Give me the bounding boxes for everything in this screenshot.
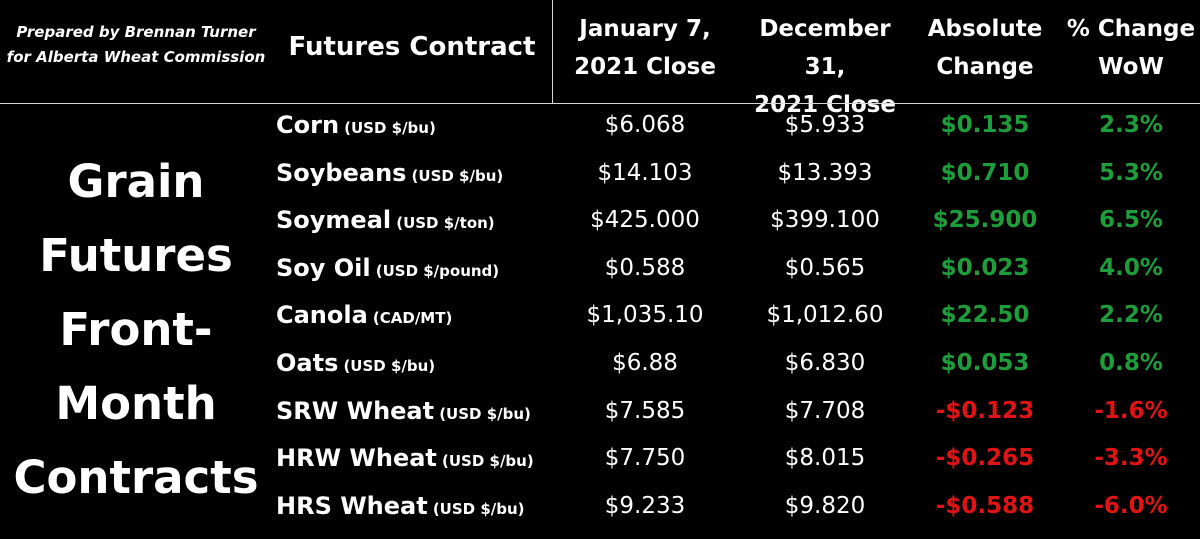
absolute-change-value: $0.710 — [940, 159, 1030, 186]
percent-change-value: 2.2% — [1099, 302, 1163, 329]
table-row: Soymeal (USD $/ton) $425.000 $399.100 $25.9… — [0, 205, 1200, 253]
contract-name-cell: Soymeal (USD $/ton) — [276, 205, 552, 253]
header-jan-line-2: 2021 Close — [574, 54, 716, 80]
contract-name: Soybeans — [276, 158, 407, 187]
credit-line-2: for Alberta Wheat Commission — [6, 48, 266, 66]
contract-name: HRW Wheat — [276, 444, 437, 473]
table-row: Corn (USD $/bu) $6.068 $5.933 $0.135 2.3% — [0, 110, 1200, 158]
table-row: HRS Wheat (USD $/bu) $9.233 $9.820 -$0.588 -… — [0, 491, 1200, 539]
contract-unit: (USD $/bu) — [432, 499, 525, 518]
header-vertical-divider — [552, 0, 553, 103]
side-title-line: Grain — [67, 155, 205, 208]
header-pct-line-2: WoW — [1098, 54, 1164, 80]
side-title: Grain Futures Front- Month Contracts — [0, 145, 272, 515]
contract-name-cell: HRW Wheat (USD $/bu) — [276, 443, 552, 491]
contract-name-cell: Soy Oil (USD $/pound) — [276, 253, 552, 301]
header-jan-line-1: January 7, — [579, 16, 711, 42]
absolute-change-value: $0.023 — [940, 254, 1030, 281]
percent-change-value: 6.5% — [1099, 207, 1163, 234]
contract-name: Canola — [276, 301, 368, 330]
absolute-change-value: -$0.588 — [935, 492, 1035, 519]
contract-name: Oats — [276, 349, 339, 377]
table-row: Oats (USD $/bu) $6.88 $6.830 $0.053 0.8% — [0, 348, 1200, 396]
header-divider — [0, 103, 1200, 104]
december-close-value: $399.100 — [770, 207, 880, 234]
percent-change-value: 4.0% — [1099, 254, 1163, 281]
december-close-value: $7.708 — [784, 397, 866, 424]
header-december-close: December 31, 2021 Close — [735, 10, 915, 124]
side-title-line: Month — [55, 377, 217, 430]
january-close-value: $14.103 — [597, 159, 693, 186]
header-abs-line-2: Change — [936, 54, 1034, 80]
contract-unit: (CAD/MT) — [372, 309, 453, 328]
contract-name-cell: Oats (USD $/bu) — [276, 348, 552, 396]
percent-change-value: -6.0% — [1094, 492, 1168, 519]
january-close-value: $1,035.10 — [586, 302, 704, 329]
contract-unit: (USD $/ton) — [396, 214, 495, 233]
contract-name: Soy Oil — [276, 253, 371, 282]
december-close-value: $5.933 — [784, 112, 866, 138]
contract-name-cell: SRW Wheat (USD $/bu) — [276, 396, 552, 444]
absolute-change-value: $0.135 — [940, 112, 1030, 138]
january-close-value: $425.000 — [590, 207, 700, 234]
contract-name-cell: Canola (CAD/MT) — [276, 300, 552, 348]
table-row: HRW Wheat (USD $/bu) $7.750 $8.015 -$0.265 -… — [0, 443, 1200, 491]
absolute-change-value: -$0.123 — [935, 397, 1035, 424]
header-futures-contract: Futures Contract — [288, 32, 536, 62]
contract-unit: (USD $/pound) — [375, 261, 500, 280]
december-close-value: $0.565 — [784, 254, 866, 281]
header-pct-line-1: % Change — [1066, 16, 1196, 42]
percent-change-value: 0.8% — [1099, 350, 1163, 376]
december-close-value: $8.015 — [784, 445, 866, 472]
january-close-value: $0.588 — [604, 254, 686, 281]
header-percent-change: % Change WoW — [1062, 10, 1200, 86]
december-close-value: $13.393 — [777, 159, 873, 186]
percent-change-value: 5.3% — [1099, 159, 1163, 186]
contract-name: Soymeal — [276, 206, 392, 235]
table-row: Soy Oil (USD $/pound) $0.588 $0.565 $0.023 4… — [0, 253, 1200, 301]
header-dec-line-1: December 31, — [759, 16, 891, 80]
january-close-value: $9.233 — [604, 492, 686, 519]
contract-name-cell: Corn (USD $/bu) — [276, 110, 552, 158]
percent-change-value: -1.6% — [1094, 397, 1168, 424]
absolute-change-value: $22.50 — [940, 302, 1030, 329]
absolute-change-value: -$0.265 — [935, 445, 1035, 472]
january-close-value: $7.750 — [604, 445, 686, 472]
january-close-value: $6.88 — [612, 350, 678, 376]
contract-name: Corn — [276, 111, 340, 139]
credit-line-1: Prepared by Brennan Turner — [16, 23, 256, 41]
december-close-value: $1,012.60 — [766, 302, 884, 329]
header-dec-line-2: 2021 Close — [754, 92, 896, 118]
contract-unit: (USD $/bu) — [411, 166, 504, 185]
contract-name-cell: Soybeans (USD $/bu) — [276, 158, 552, 206]
table-row: Soybeans (USD $/bu) $14.103 $13.393 $0.710 5… — [0, 158, 1200, 206]
header-absolute-change: Absolute Change — [915, 10, 1055, 86]
header-abs-line-1: Absolute — [927, 16, 1043, 42]
december-close-value: $6.830 — [784, 350, 866, 376]
december-close-value: $9.820 — [784, 492, 866, 519]
contract-unit: (USD $/bu) — [439, 404, 531, 423]
futures-table: Prepared by Brennan Turner for Alberta W… — [0, 0, 1200, 520]
absolute-change-value: $25.900 — [932, 207, 1038, 234]
header-january-close: January 7, 2021 Close — [560, 10, 730, 86]
contract-name-cell: HRS Wheat (USD $/bu) — [276, 491, 552, 539]
credit-note: Prepared by Brennan Turner for Alberta W… — [0, 20, 272, 70]
absolute-change-value: $0.053 — [940, 350, 1030, 376]
contract-name: HRS Wheat — [276, 491, 428, 520]
side-title-line: Futures — [39, 229, 233, 282]
side-title-line: Front- — [59, 303, 213, 356]
contract-unit: (USD $/bu) — [344, 119, 436, 137]
table-row: Canola (CAD/MT) $1,035.10 $1,012.60 $22.50 2… — [0, 300, 1200, 348]
contract-unit: (USD $/bu) — [442, 452, 534, 471]
side-title-line: Contracts — [13, 451, 259, 504]
percent-change-value: 2.3% — [1099, 112, 1163, 138]
percent-change-value: -3.3% — [1094, 445, 1168, 472]
january-close-value: $7.585 — [604, 397, 686, 424]
table-row: SRW Wheat (USD $/bu) $7.585 $7.708 -$0.123 -… — [0, 396, 1200, 444]
january-close-value: $6.068 — [604, 112, 686, 138]
contract-unit: (USD $/bu) — [343, 357, 436, 375]
contract-name: SRW Wheat — [276, 396, 435, 425]
